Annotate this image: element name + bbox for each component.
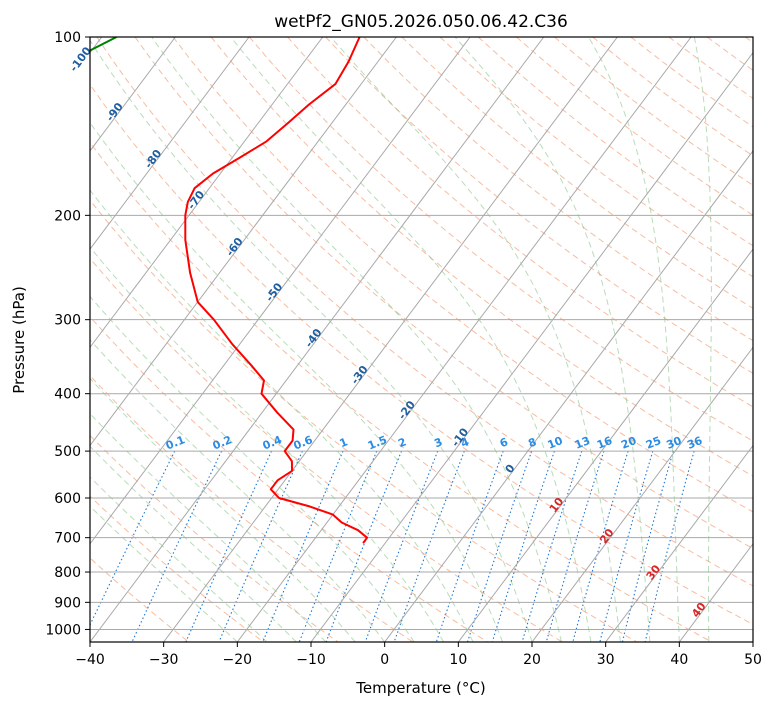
moist-adiabat-line [151, 37, 562, 642]
moist-adiabat-line [90, 445, 297, 642]
dry-adiabat-line [90, 315, 488, 642]
isotherm-line [310, 51, 753, 642]
x-tick-label: 10 [449, 652, 467, 668]
mixing-ratio-label: 36 [685, 434, 704, 452]
dry-adiabat-line [90, 257, 563, 642]
mixing-ratio-line [131, 450, 223, 642]
isotherm-line [90, 37, 397, 447]
moist-adiabat-line [90, 121, 503, 642]
moist-adiabat-line [588, 37, 680, 642]
dry-adiabat-line [90, 199, 638, 642]
dry-adiabat-line [90, 83, 753, 625]
dry-adiabat-line [134, 37, 753, 550]
moist-adiabat-line [693, 37, 712, 642]
mixing-ratio-label: 1 [338, 435, 350, 450]
moist-adiabat-line [90, 413, 327, 642]
axis-layer: −40 −30 −20 −10 0 10 20 30 40 50 100 200 300 400 500 60… [45, 30, 762, 668]
temperature-profile-line [184, 37, 369, 544]
moist-adiabat-line [330, 37, 621, 642]
moist-adiabat-line [90, 39, 533, 642]
y-tick-label: 800 [54, 565, 81, 581]
y-tick-label: 400 [54, 387, 81, 403]
x-tick-label: −20 [223, 652, 253, 668]
mixing-ratio-line [466, 450, 533, 642]
mixing-ratio-line [90, 450, 176, 627]
chart-title: wetPf2_GN05.2026.050.06.42.C36 [274, 12, 568, 32]
mixing-ratio-line [545, 450, 605, 642]
mixing-ratio-line [364, 450, 439, 642]
isotherm-line [236, 37, 692, 642]
y-tick-label: 300 [54, 313, 81, 329]
isotherm-line [457, 248, 753, 642]
x-tick-label: 0 [380, 652, 389, 668]
y-tick-label: 900 [54, 595, 81, 611]
dry-adiabat-line [363, 37, 753, 342]
mixing-ratio-line [621, 450, 674, 642]
isotherm-line [90, 37, 471, 545]
mixing-ratio-line [298, 450, 378, 642]
mixing-ratio-line [491, 450, 555, 642]
mixing-ratio-label: 25 [644, 434, 663, 452]
grid-layer [90, 37, 753, 642]
series-layer [90, 37, 369, 544]
mixing-ratio-line [572, 450, 629, 642]
dry-adiabat-line [90, 141, 712, 642]
x-axis-title: Temperature (°C) [355, 679, 485, 697]
plot-frame [89, 36, 754, 643]
dry-adiabat-line [96, 37, 753, 587]
y-tick-label: 200 [54, 208, 81, 224]
moist-adiabat-line [90, 505, 238, 642]
isotherm-line [163, 37, 618, 642]
moist-adiabat-line [90, 476, 268, 642]
mixing-ratio-label: 8 [526, 435, 538, 450]
x-tick-label: 50 [744, 652, 762, 668]
isotherm-line [531, 346, 753, 642]
mixing-ratio-line [435, 450, 504, 642]
mixing-ratio-label: 20 [619, 434, 638, 452]
y-tick-label: 500 [54, 444, 81, 460]
y-tick-label: 1000 [45, 622, 81, 638]
dry-adiabat-line [90, 434, 339, 642]
moist-adiabat-line [90, 295, 415, 642]
dry-adiabat-line [325, 37, 753, 374]
x-tick-label: 20 [523, 652, 541, 668]
dry-adiabat-line [90, 374, 414, 642]
isotherm-line [605, 444, 753, 642]
x-tick-label: −10 [296, 652, 326, 668]
mixing-ratio-label: 10 [546, 434, 565, 452]
mixing-ratio-label: 16 [595, 434, 614, 452]
x-tick-label: −30 [149, 652, 179, 668]
y-tick-label: 100 [54, 30, 81, 46]
isotherm-line [90, 37, 545, 642]
dry-adiabat-line [90, 495, 264, 642]
mixing-ratio-label: 30 [664, 434, 683, 452]
moist-adiabat-line [454, 37, 651, 642]
mixing-ratio-label: 2 [396, 435, 408, 450]
x-tick-label: 40 [670, 652, 688, 668]
mixing-ratio-line [325, 450, 403, 642]
mixing-ratio-line [393, 450, 465, 642]
isotherm-line [90, 37, 324, 349]
y-tick-label: 600 [54, 491, 81, 507]
moist-adiabat-line [90, 338, 386, 642]
mixing-ratio-label: 3 [432, 435, 444, 450]
dry-adiabat-line [401, 37, 753, 309]
isotherm-line [384, 150, 753, 642]
isotherm-line [90, 37, 176, 152]
y-tick-label: 700 [54, 531, 81, 547]
mixing-ratio-line [599, 450, 654, 642]
isotherm-line [90, 37, 250, 250]
moist-adiabat-line [230, 37, 592, 642]
mixing-ratio-label: 13 [573, 434, 592, 452]
x-tick-label: 30 [597, 652, 615, 668]
y-axis-title: Pressure (hPa) [10, 286, 28, 394]
dry-adiabat-line [90, 557, 190, 642]
x-tick-label: −40 [75, 652, 105, 668]
